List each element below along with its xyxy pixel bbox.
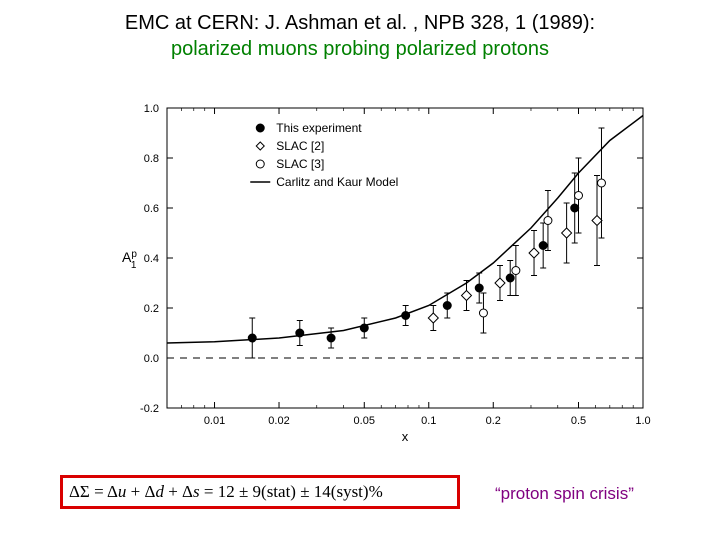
svg-text:0.1: 0.1 <box>421 415 436 427</box>
asymmetry-chart: -0.2 0.0 0.2 0.4 0.6 0.8 1.0 0.01 0.02 0.05 0.1 0.2… <box>95 98 655 448</box>
svg-text:0.05: 0.05 <box>354 415 375 427</box>
svg-text:1.0: 1.0 <box>635 415 650 427</box>
svg-text:0.01: 0.01 <box>204 415 225 427</box>
svg-text:0.02: 0.02 <box>268 415 289 427</box>
chart-svg: -0.2 0.0 0.2 0.4 0.6 0.8 1.0 0.01 0.02 0.05 0.1 0.2… <box>95 98 655 448</box>
title-line-1: EMC at CERN: J. Ashman et al. , NPB 328,… <box>0 10 720 36</box>
crisis-label: “proton spin crisis” <box>495 484 634 504</box>
svg-text:-0.2: -0.2 <box>140 403 159 415</box>
svg-text:0.0: 0.0 <box>144 353 159 365</box>
svg-text:0.6: 0.6 <box>144 203 159 215</box>
svg-text:0.4: 0.4 <box>144 253 159 265</box>
svg-text:Carlitz and Kaur Model: Carlitz and Kaur Model <box>276 175 398 189</box>
formula-text: ΔΣ = Δu + Δd + Δs = 12 ± 9(stat) ± 14(sy… <box>69 482 383 502</box>
title-line-2: polarized muons probing polarized proton… <box>0 36 720 62</box>
slide-title: EMC at CERN: J. Ashman et al. , NPB 328,… <box>0 10 720 62</box>
svg-text:0.2: 0.2 <box>486 415 501 427</box>
svg-text:1.0: 1.0 <box>144 103 159 115</box>
formula-box: ΔΣ = Δu + Δd + Δs = 12 ± 9(stat) ± 14(sy… <box>60 475 460 509</box>
svg-text:0.2: 0.2 <box>144 303 159 315</box>
svg-text:x: x <box>402 429 409 444</box>
svg-text:Ap1: Ap1 <box>122 249 137 271</box>
svg-text:0.5: 0.5 <box>571 415 586 427</box>
svg-text:This experiment: This experiment <box>276 121 362 135</box>
svg-text:0.8: 0.8 <box>144 153 159 165</box>
svg-text:SLAC [2]: SLAC [2] <box>276 139 324 153</box>
svg-text:SLAC [3]: SLAC [3] <box>276 157 324 171</box>
